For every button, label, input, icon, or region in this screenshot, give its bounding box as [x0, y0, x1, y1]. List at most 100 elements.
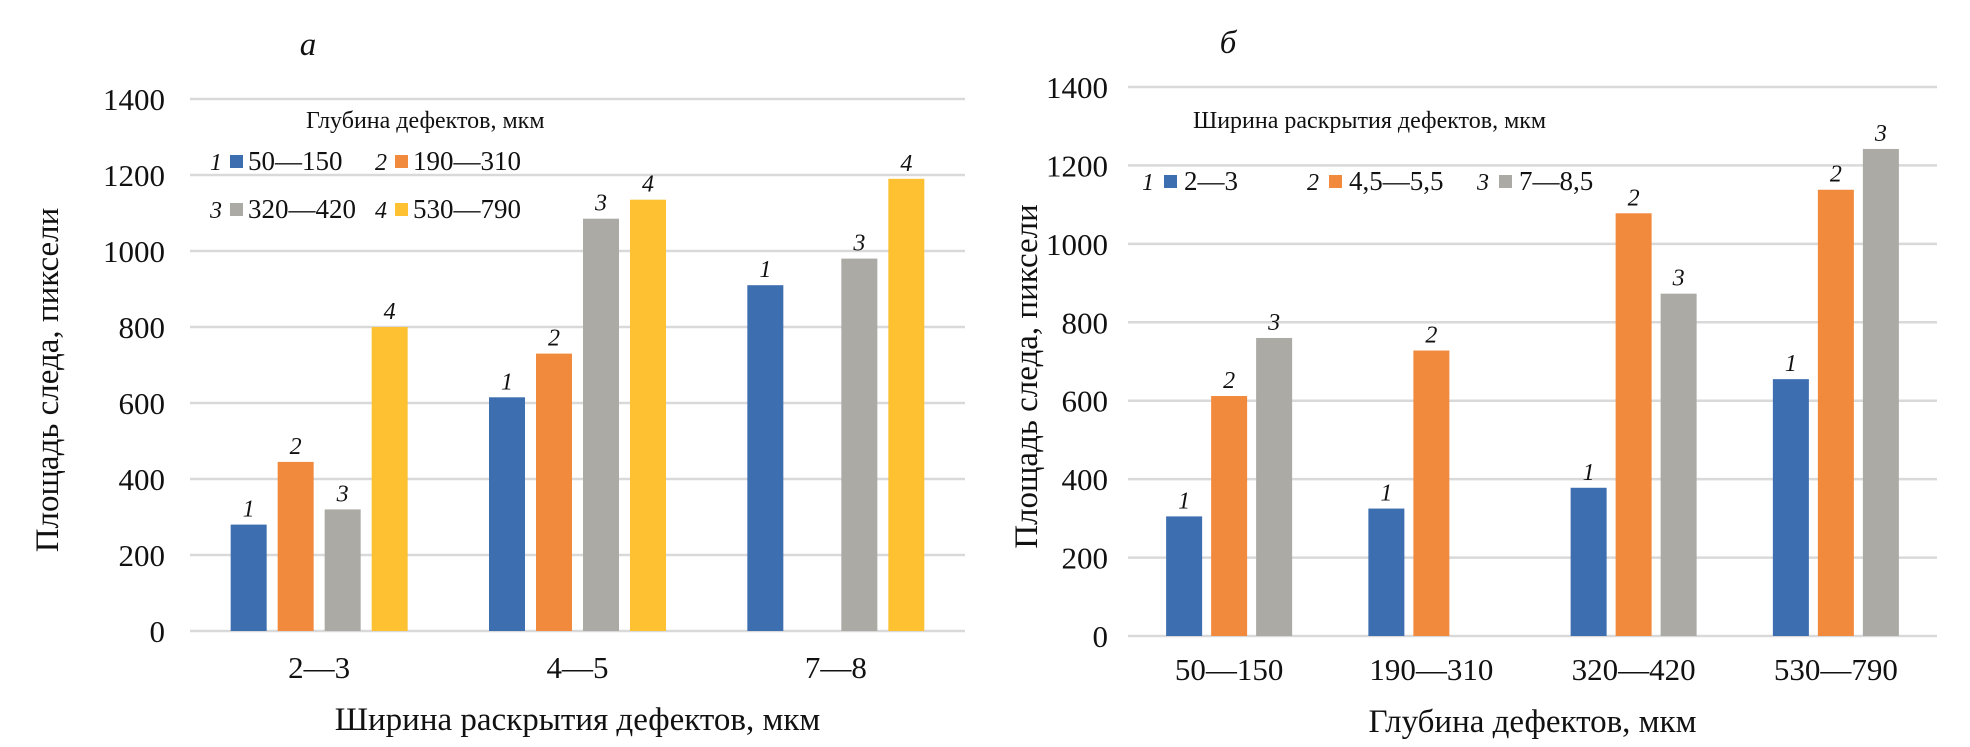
bar-number-label: 2 [1425, 323, 1437, 349]
bar-number-label: 2 [290, 434, 302, 460]
bar-4 [630, 199, 666, 631]
bar-number-label: 3 [594, 191, 607, 217]
bar-1 [489, 397, 525, 631]
x-tick-label: 2—3 [288, 650, 350, 685]
y-tick-label: 1000 [1046, 227, 1108, 262]
y-tick-label: 800 [1062, 305, 1109, 340]
legend-item-number: 3 [1476, 170, 1489, 196]
bar-3 [1256, 337, 1293, 636]
x-tick-label: 190—310 [1369, 652, 1493, 687]
legend-item-label: 530—790 [413, 194, 521, 224]
bar-2 [1211, 396, 1248, 636]
legend-swatch [395, 203, 408, 216]
x-axis-title: Глубина дефектов, мкм [1369, 704, 1697, 740]
bar-number-label: 2 [1628, 185, 1640, 211]
bar-3 [1862, 148, 1899, 637]
y-tick-label: 200 [119, 538, 166, 573]
bar-3 [1660, 293, 1697, 636]
bar-1 [747, 285, 784, 631]
y-tick-label: 600 [119, 386, 166, 421]
legend-item-number: 1 [1142, 170, 1154, 196]
y-tick-label: 0 [1093, 619, 1109, 654]
bar-number-label: 3 [1267, 310, 1280, 336]
bar-number-label: 1 [1380, 481, 1392, 507]
y-tick-label: 1200 [103, 158, 165, 193]
bar-number-label: 1 [759, 257, 771, 283]
y-tick-label: 400 [1062, 462, 1109, 497]
legend-item-label: 2—3 [1184, 166, 1238, 196]
legend-item: 4 530—790 [375, 194, 521, 224]
y-tick-label: 1200 [1046, 148, 1108, 183]
y-tick-label: 1400 [103, 82, 165, 117]
bar-1 [1368, 508, 1405, 636]
legend-item-label: 7—8,5 [1519, 166, 1593, 196]
legend-item: 1 50—150 [210, 146, 343, 176]
bar-2 [1413, 350, 1450, 636]
bar-4 [888, 178, 925, 632]
bar-number-label: 2 [1830, 162, 1842, 188]
y-tick-label: 600 [1062, 384, 1109, 419]
bar-3 [583, 218, 619, 631]
bar-1 [1772, 379, 1809, 636]
legend-item-label: 4,5—5,5 [1349, 166, 1444, 196]
legend-item-label: 50—150 [248, 146, 343, 176]
bar-number-label: 1 [1583, 460, 1595, 486]
legend-title: Глубина дефектов, мкм [306, 108, 545, 134]
bar-1 [230, 524, 267, 631]
bar-number-label: 3 [1874, 121, 1887, 147]
y-axis-title: Площадь следа, пиксели [30, 208, 66, 553]
y-tick-label: 0 [150, 614, 166, 649]
legend-item-label: 320—420 [248, 194, 356, 224]
bar-4 [371, 327, 408, 631]
y-tick-label: 1000 [103, 234, 165, 269]
bar-3 [841, 258, 878, 631]
bar-number-label: 2 [548, 326, 560, 352]
y-axis-title: Площадь следа, пиксели [1009, 204, 1045, 549]
bar-1 [1166, 516, 1203, 636]
legend-item: 3 320—420 [209, 194, 356, 224]
y-tick-label: 200 [1062, 541, 1109, 576]
legend-swatch [230, 203, 243, 216]
bar-number-label: 1 [501, 369, 513, 395]
legend-swatch [395, 155, 408, 168]
x-tick-label: 4—5 [547, 650, 609, 685]
x-tick-label: 320—420 [1572, 652, 1696, 687]
legend-item: 2 4,5—5,5 [1307, 166, 1444, 196]
y-tick-label: 800 [119, 310, 166, 345]
legend-title: Ширина раскрытия дефектов, мкм [1193, 108, 1546, 134]
legend: Глубина дефектов, мкм 1 50—150 2 190—310 3 320… [209, 108, 545, 224]
chart-panel-a: а 0 200 400 600 800 1000 1200 1400 Площадь следа,… [30, 27, 965, 738]
legend-item-number: 2 [1307, 170, 1319, 196]
bar-number-label: 3 [1672, 266, 1685, 292]
bar-1 [1570, 487, 1607, 636]
legend-item-number: 4 [375, 198, 387, 224]
x-tick-label: 50—150 [1175, 652, 1284, 687]
bar-number-label: 3 [336, 481, 349, 507]
legend-item: 3 7—8,5 [1476, 166, 1593, 196]
panel-label: б [1220, 25, 1238, 61]
y-tick-label: 1400 [1046, 70, 1108, 105]
bar-number-label: 1 [243, 497, 255, 523]
legend-item-number: 2 [375, 150, 387, 176]
chart-panel-b: б 0 200 400 600 800 1000 1200 1400 Площадь следа,… [1009, 25, 1937, 740]
bar-2 [536, 353, 572, 631]
legend: Ширина раскрытия дефектов, мкм 1 2—3 2 4,5—5… [1142, 108, 1593, 196]
bar-number-label: 4 [642, 172, 654, 198]
legend-swatch [1499, 175, 1512, 188]
bar-number-label: 4 [900, 151, 912, 177]
bar-number-label: 4 [384, 299, 396, 325]
bar-number-label: 1 [1178, 488, 1190, 514]
x-axis-title: Ширина раскрытия дефектов, мкм [335, 702, 821, 738]
x-tick-label: 530—790 [1774, 652, 1898, 687]
bar-number-label: 2 [1223, 368, 1235, 394]
bar-2 [1615, 213, 1652, 636]
bar-2 [277, 461, 314, 631]
legend-item-label: 190—310 [413, 146, 521, 176]
panel-label: а [300, 27, 317, 63]
legend-item: 2 190—310 [375, 146, 521, 176]
bar-number-label: 3 [852, 231, 865, 257]
bar-number-label: 1 [1785, 351, 1797, 377]
legend-swatch [1164, 175, 1177, 188]
legend-swatch [230, 155, 243, 168]
